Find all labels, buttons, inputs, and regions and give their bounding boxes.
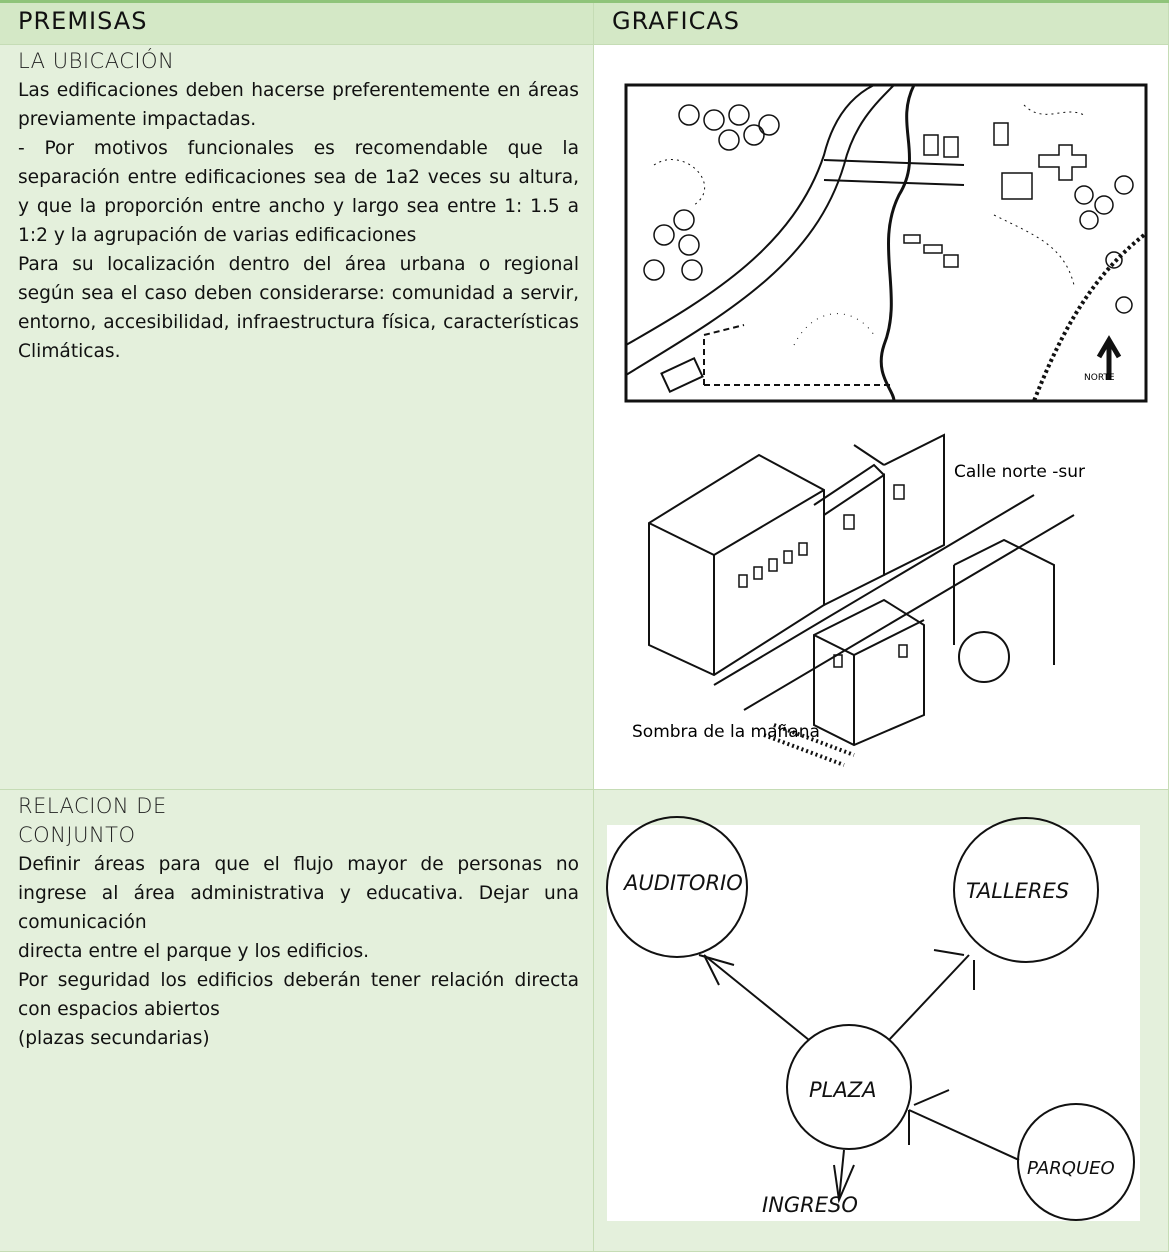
node-label: TALLERES xyxy=(966,879,1069,903)
relation-diagram: AUDITORIO TALLERES PLAZA PARQUEO INGRESO xyxy=(606,816,1140,1221)
figure-caption: Sombra de la mañana xyxy=(632,722,820,742)
node-label: AUDITORIO xyxy=(622,871,743,895)
paragraph: - Por motivos funcionales es recomendabl… xyxy=(18,138,579,246)
paragraph: Por seguridad los edificios deberán tene… xyxy=(18,970,579,1020)
paragraph: Para su localización dentro del área urb… xyxy=(18,254,579,362)
graphic-cell: NORTE Calle norte -sur Sombra de la maña… xyxy=(594,45,1169,790)
paragraph: (plazas secundarias) xyxy=(18,1028,210,1049)
paragraph: Las edificaciones deben hacerse preferen… xyxy=(18,80,579,130)
node-label: PARQUEO xyxy=(1027,1158,1115,1179)
paragraph: Definir áreas para que el flujo mayor de… xyxy=(18,854,579,933)
map-label: NORTE xyxy=(1084,373,1115,383)
sketches: NORTE Calle norte -sur Sombra de la maña… xyxy=(624,83,1148,767)
entry-label: INGRESO xyxy=(762,1193,858,1217)
premise-cell: RELACION DE CONJUNTO Definir áreas para … xyxy=(0,790,594,1252)
diagram-shapes xyxy=(606,816,1135,1221)
section-title: LA UBICACIÓN xyxy=(18,49,175,73)
header-text: GRAFICAS xyxy=(612,7,741,35)
node-label: PLAZA xyxy=(809,1078,876,1102)
site-map xyxy=(624,83,1148,403)
section-title: RELACION DE xyxy=(18,794,167,818)
street-sketch xyxy=(648,433,1075,767)
graphic-cell: AUDITORIO TALLERES PLAZA PARQUEO INGRESO xyxy=(594,790,1169,1252)
premise-cell: LA UBICACIÓN Las edificaciones deben hac… xyxy=(0,45,594,790)
diagram-background xyxy=(607,825,1140,1221)
figure-caption: Calle norte -sur xyxy=(954,462,1085,482)
header-cell: GRAFICAS xyxy=(594,3,1169,45)
section-title: CONJUNTO xyxy=(18,823,136,847)
header-text: PREMISAS xyxy=(18,7,148,35)
header-cell: PREMISAS xyxy=(0,3,594,45)
paragraph: directa entre el parque y los edificios. xyxy=(18,941,370,962)
